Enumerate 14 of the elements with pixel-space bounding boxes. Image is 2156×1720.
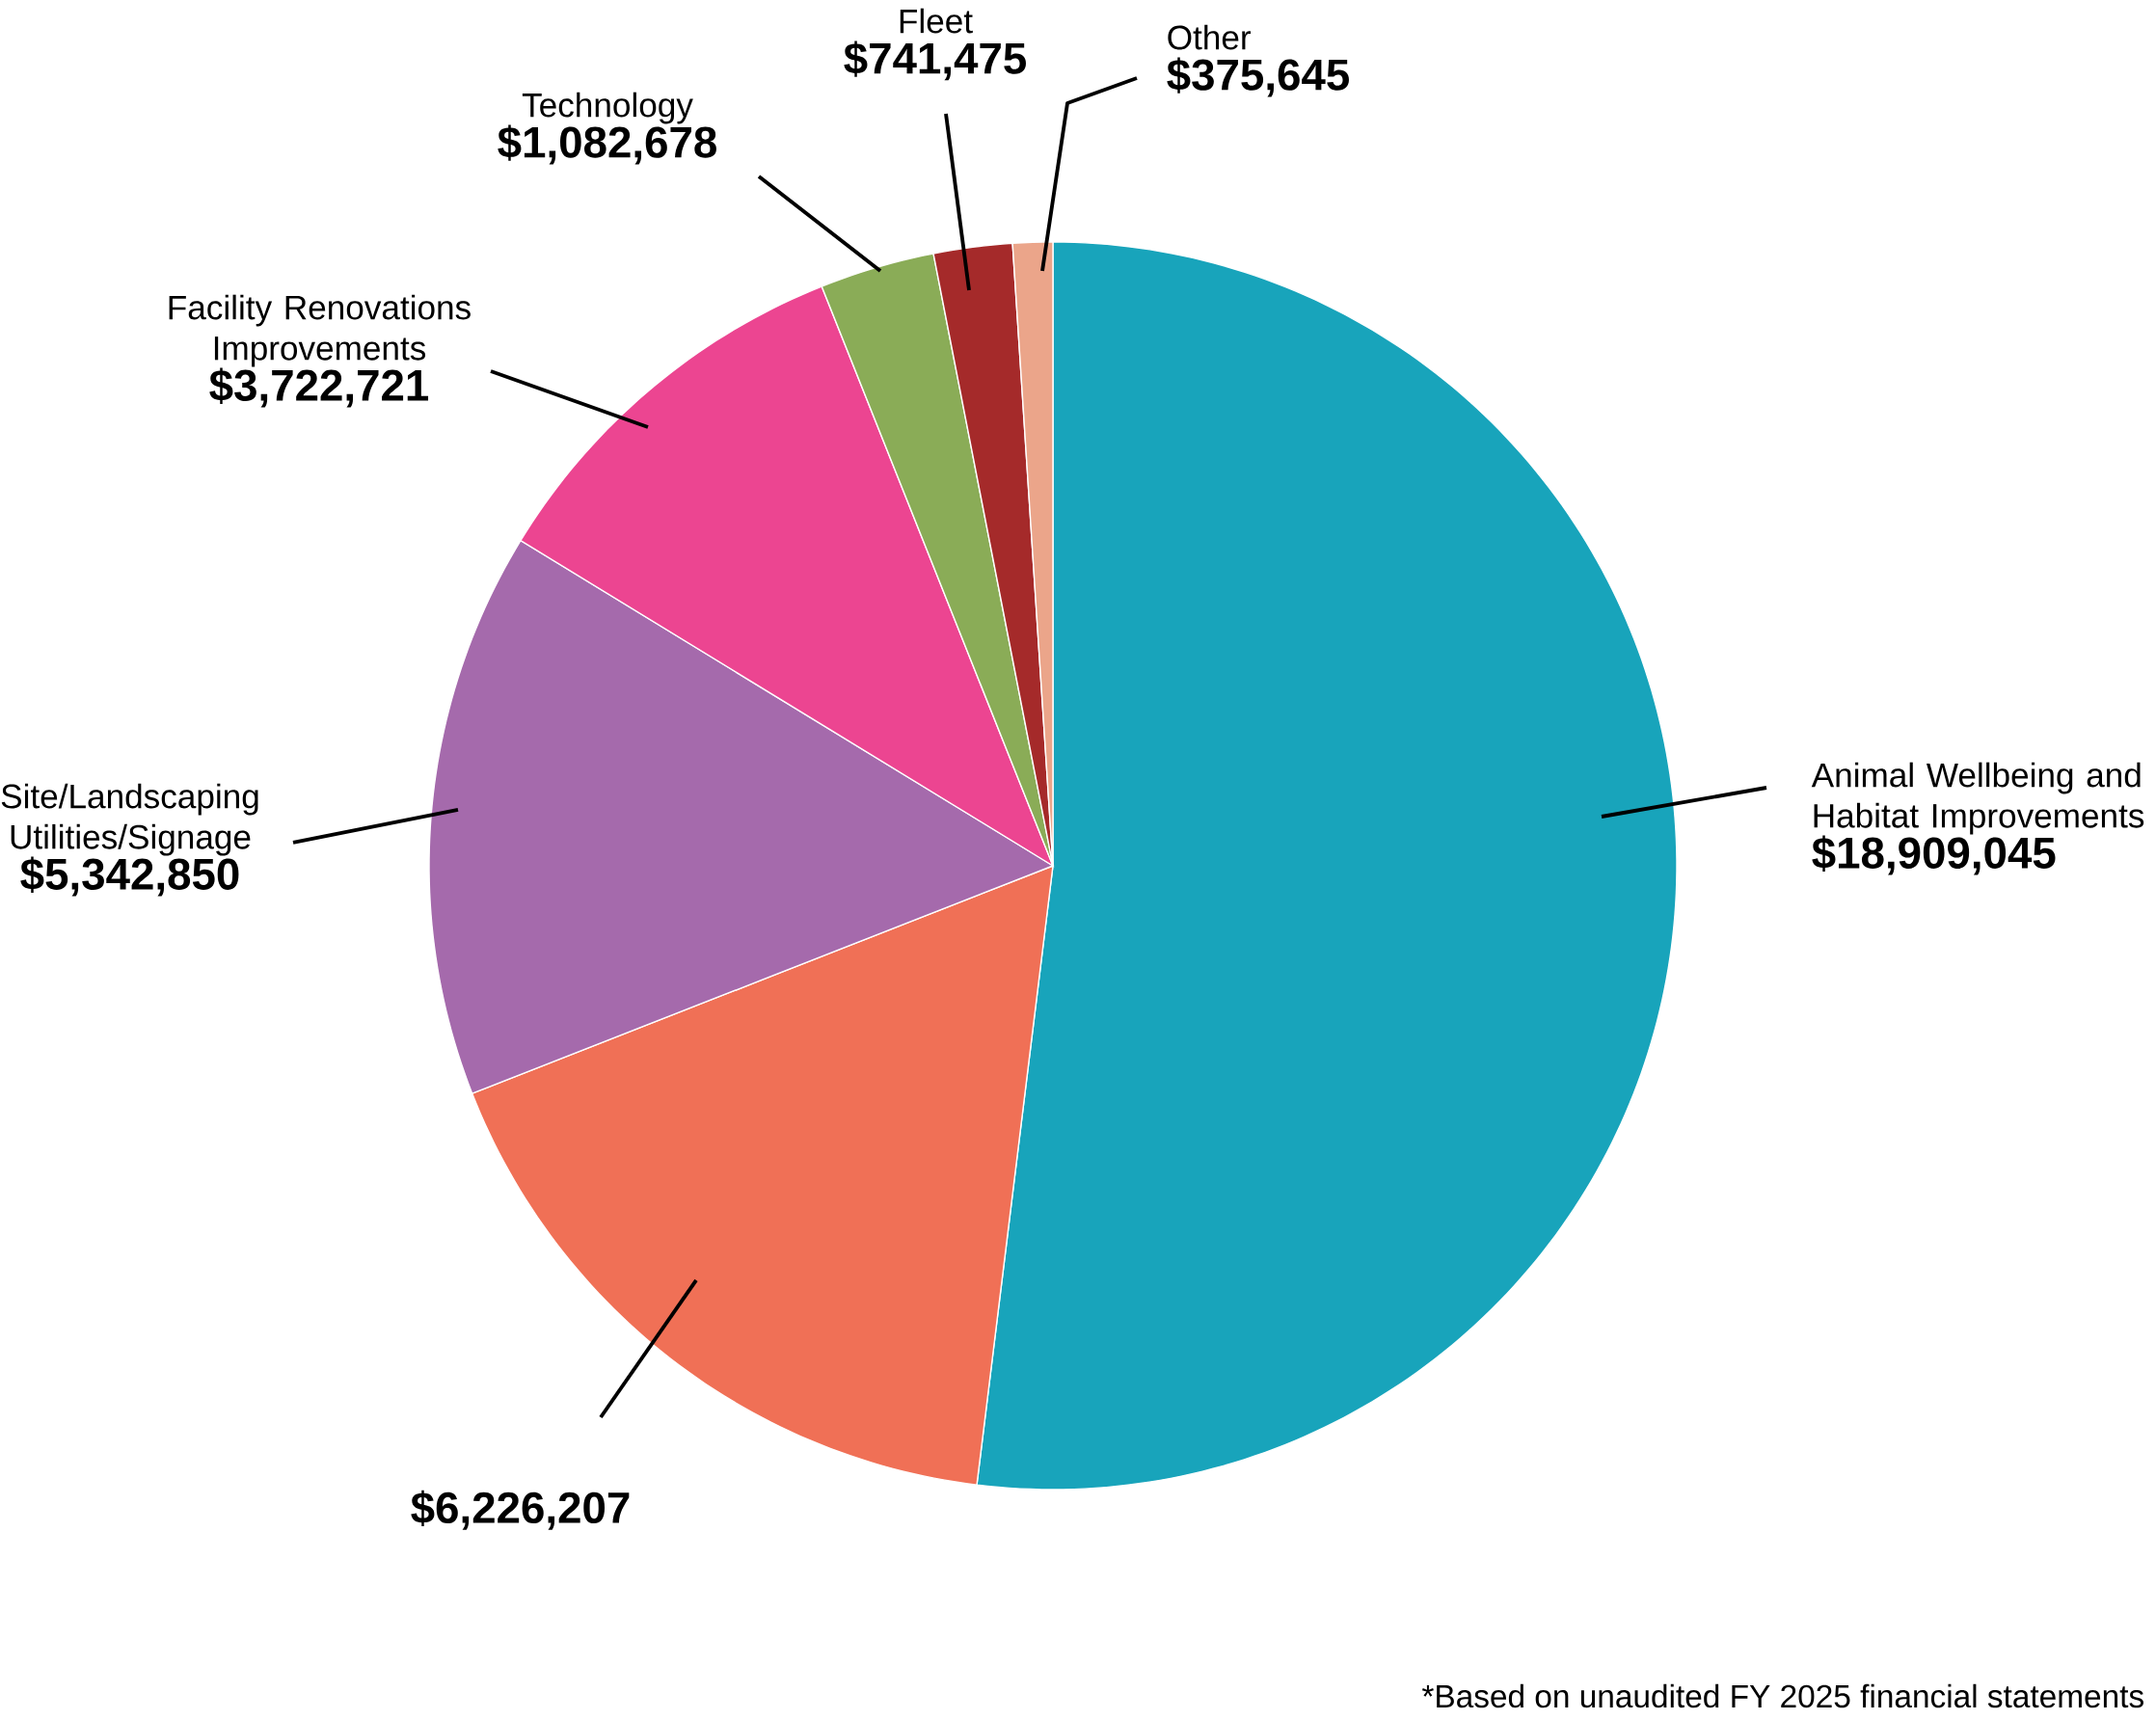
slice-label: Site/Landscaping Utilities/Signage [1,783,258,856]
data-label: $6,226,207 [411,1490,630,1530]
data-label: $3,722,721 [209,367,429,408]
data-label: $741,475 [844,40,1026,81]
text: *Based on unaudited FY 2025 financial statements [1421,1683,2143,1708]
slice-label: Animal Wellbeing and Habitat Improvements [1811,762,2144,835]
data-label: $18,909,045 [1812,835,2056,875]
slice-label: Technology [522,92,693,124]
slice-label: Fleet [900,8,973,34]
data-label: $375,645 [1167,57,1349,97]
data-label: $5,342,850 [20,856,239,897]
slice-label: Other [1168,24,1252,50]
data-label: $1,082,678 [498,124,716,165]
slice-label: Facility Renovations Improvements [169,294,471,367]
